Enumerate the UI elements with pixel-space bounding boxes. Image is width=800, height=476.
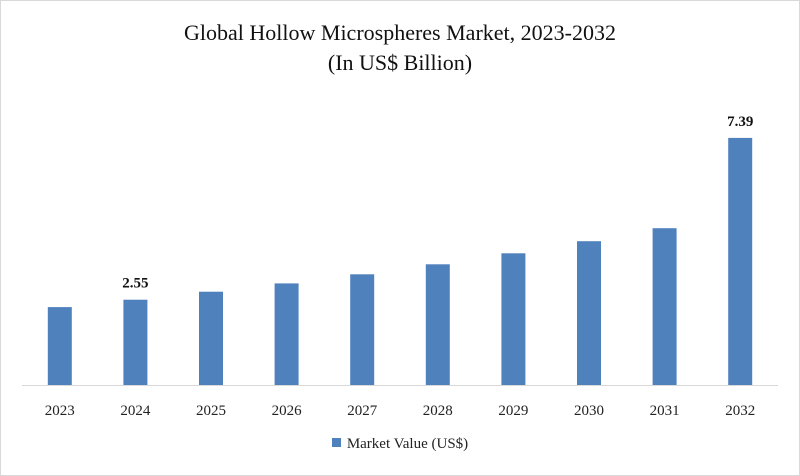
data-label-2032: 7.39 [727, 114, 753, 130]
bars-group [47, 137, 753, 386]
chart-subtitle: (In US$ Billion) [327, 50, 473, 75]
bar-2023 [47, 307, 72, 385]
x-tick-label-2026: 2026 [272, 403, 303, 419]
data-label-2024: 2.55 [122, 276, 148, 292]
legend: Market Value (US$) [0, 436, 800, 453]
legend-swatch [331, 438, 341, 447]
x-tick-labels: 2023 2024 2025 2026 2027 2028 2029 2030 2031 2032 [45, 403, 755, 419]
x-tick-label-2028: 2028 [423, 403, 453, 419]
x-tick-label-2031: 2031 [650, 403, 680, 419]
chart-title: Global Hollow Microspheres Market, 2023-… [184, 20, 616, 45]
data-labels: 2.55 7.39 [122, 114, 753, 292]
bar-2024 [123, 299, 148, 385]
x-tick-label-2023: 2023 [45, 403, 75, 419]
bar-2031 [652, 228, 677, 385]
bar-2027 [350, 274, 375, 385]
bar-2032 [728, 137, 753, 385]
x-tick-label-2027: 2027 [347, 403, 378, 419]
x-tick-label-2032: 2032 [725, 403, 755, 419]
bar-2030 [577, 241, 601, 385]
x-tick-label-2029: 2029 [498, 403, 528, 419]
bar-2025 [199, 291, 223, 385]
bar-2026 [274, 283, 299, 386]
bar-2028 [425, 264, 450, 385]
legend-label: Market Value (US$) [346, 436, 469, 452]
x-tick-label-2024: 2024 [120, 403, 151, 419]
x-tick-label-2025: 2025 [196, 403, 226, 419]
chart-title-block: Global Hollow Microspheres Market, 2023-… [0, 18, 800, 78]
bar-2029 [501, 253, 526, 385]
x-tick-label-2030: 2030 [574, 403, 604, 419]
